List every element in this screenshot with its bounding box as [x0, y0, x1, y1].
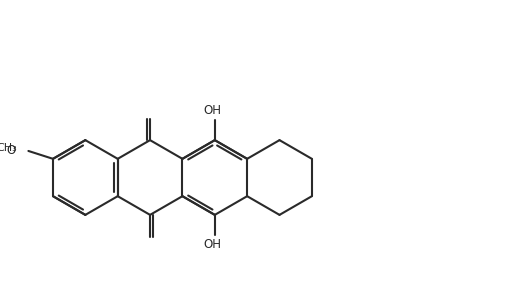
Text: O: O — [6, 144, 16, 157]
Text: OH: OH — [204, 104, 222, 117]
Text: CH₃: CH₃ — [0, 143, 17, 153]
Text: OH: OH — [204, 238, 222, 251]
